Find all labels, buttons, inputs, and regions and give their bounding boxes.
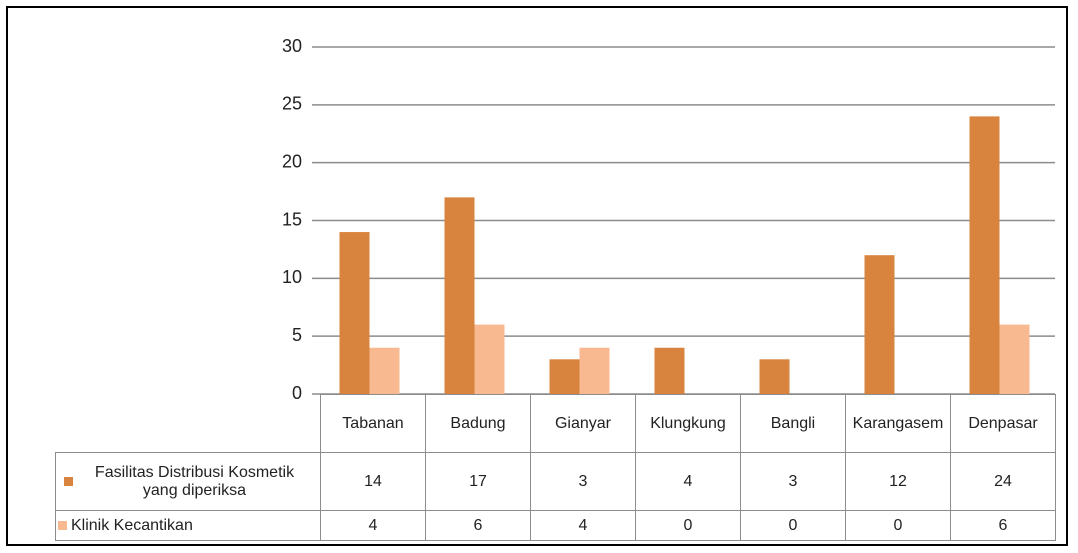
legend-cell: Fasilitas Distribusi Kosmetik yang diper… (55, 452, 321, 511)
bar (969, 116, 1000, 395)
category-cell-text: Gianyar (554, 414, 612, 432)
value-cell-text: 6 (998, 516, 1008, 534)
legend-key (64, 477, 73, 486)
category-cell-text: Denpasar (968, 414, 1038, 432)
legend-label: Fasilitas Distribusi Kosmetik yang diper… (94, 463, 295, 499)
value-cell-text: 4 (578, 516, 588, 534)
category-cell: Klungkung (635, 394, 741, 453)
value-cell: 6 (425, 510, 531, 541)
value-cell: 14 (320, 452, 426, 511)
bar (444, 197, 475, 394)
value-cell-text: 6 (473, 516, 483, 534)
value-cell: 0 (845, 510, 951, 541)
category-cell: Bangli (740, 394, 846, 453)
value-cell-text: 3 (578, 472, 588, 490)
category-cell: Denpasar (950, 394, 1056, 453)
y-tick-label: 30 (282, 36, 302, 56)
value-cell-text: 14 (364, 472, 382, 490)
value-cell: 0 (740, 510, 846, 541)
category-cell: Badung (425, 394, 531, 453)
value-cell-text: 0 (683, 516, 693, 534)
bar (549, 359, 580, 394)
value-cell-text: 0 (788, 516, 798, 534)
chart-border (6, 6, 1068, 546)
y-tick-label: 5 (292, 325, 302, 345)
legend-cell: Klinik Kecantikan (55, 510, 321, 541)
category-cell-text: Tabanan (342, 414, 404, 432)
bar (999, 324, 1030, 394)
value-cell-text: 4 (683, 472, 693, 490)
bar (864, 255, 895, 394)
value-cell: 4 (635, 452, 741, 511)
bar (654, 347, 685, 394)
bar (369, 347, 400, 394)
category-cell: Gianyar (530, 394, 636, 453)
value-cell: 3 (530, 452, 636, 511)
value-cell-text: 4 (368, 516, 378, 534)
value-cell-text: 24 (994, 472, 1012, 490)
legend-label: Klinik Kecantikan (71, 516, 193, 534)
value-cell: 3 (740, 452, 846, 511)
value-cell: 0 (635, 510, 741, 541)
category-cell-text: Badung (450, 414, 506, 432)
category-cell-text: Karangasem (852, 414, 944, 432)
bar (339, 232, 370, 394)
y-tick-label: 15 (282, 209, 302, 229)
category-cell: Tabanan (320, 394, 426, 453)
value-cell-text: 3 (788, 472, 798, 490)
bar (474, 324, 505, 394)
value-cell: 4 (320, 510, 426, 541)
bar (759, 359, 790, 394)
y-tick-label: 0 (292, 383, 302, 403)
value-cell: 6 (950, 510, 1056, 541)
y-tick-label: 10 (282, 267, 302, 287)
value-cell-text: 0 (893, 516, 903, 534)
category-cell-text: Klungkung (650, 414, 726, 432)
y-tick-label: 25 (282, 94, 302, 114)
value-cell: 24 (950, 452, 1056, 511)
category-cell: Karangasem (845, 394, 951, 453)
value-cell: 17 (425, 452, 531, 511)
value-cell-text: 17 (469, 472, 487, 490)
value-cell: 4 (530, 510, 636, 541)
value-cell: 12 (845, 452, 951, 511)
y-tick-label: 20 (282, 151, 302, 171)
bar (579, 347, 610, 394)
category-cell-text: Bangli (770, 414, 816, 432)
value-cell-text: 12 (889, 472, 907, 490)
legend-key (58, 521, 67, 530)
